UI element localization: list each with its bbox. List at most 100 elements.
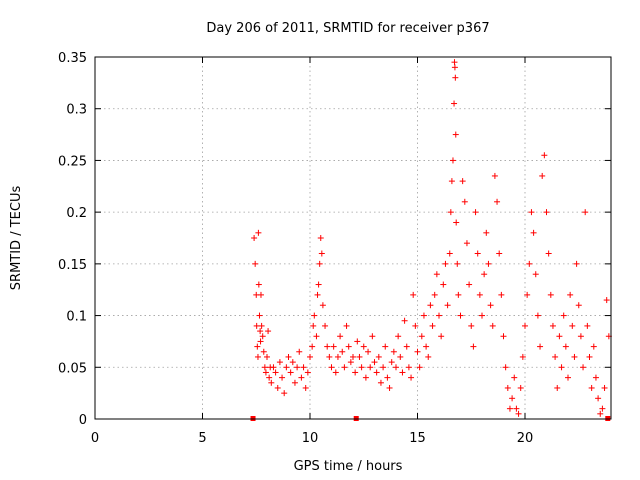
- data-point: [371, 359, 378, 366]
- data-point: [496, 250, 503, 257]
- data-point: [255, 281, 262, 288]
- data-point: [380, 364, 387, 371]
- data-point: [296, 348, 303, 355]
- data-point: [418, 333, 425, 340]
- data-point: [356, 353, 363, 360]
- data-point: [343, 322, 350, 329]
- data-point: [252, 260, 259, 267]
- data-point: [603, 297, 610, 304]
- data-points: [251, 59, 612, 417]
- data-point: [317, 235, 324, 241]
- data-point: [524, 291, 531, 298]
- data-point: [373, 369, 380, 376]
- data-point: [259, 333, 266, 340]
- data-point: [377, 379, 384, 386]
- data-point: [547, 291, 554, 298]
- data-point: [573, 260, 580, 267]
- data-point: [257, 338, 264, 345]
- data-point: [470, 343, 477, 350]
- data-point: [571, 353, 578, 360]
- data-point: [543, 209, 550, 216]
- y-axis-label: SRMTID / TECUs: [9, 186, 24, 291]
- data-point: [262, 369, 269, 376]
- data-point: [326, 353, 333, 360]
- y-tick-label: 0.05: [58, 361, 87, 376]
- data-point: [565, 374, 571, 381]
- data-point: [257, 328, 264, 335]
- data-point: [567, 291, 574, 298]
- data-point: [388, 359, 395, 366]
- data-point: [479, 312, 485, 319]
- data-point: [258, 322, 265, 329]
- data-point: [558, 364, 565, 371]
- data-point: [454, 260, 461, 267]
- data-point: [459, 178, 466, 185]
- data-point: [322, 322, 329, 329]
- data-point: [412, 322, 419, 329]
- data-point: [522, 322, 528, 329]
- x-axis-label: GPS time / hours: [294, 459, 403, 474]
- data-point: [530, 229, 537, 236]
- data-point: [448, 178, 455, 185]
- data-point: [599, 405, 606, 412]
- data-point: [534, 312, 541, 319]
- x-tick-label: 10: [302, 431, 319, 446]
- data-point: [304, 369, 311, 376]
- plot-frame: [94, 56, 612, 420]
- data-point: [595, 395, 602, 402]
- data-point: [274, 384, 281, 391]
- data-point: [272, 369, 279, 376]
- data-point: [332, 369, 339, 376]
- data-point: [487, 302, 494, 309]
- data-point: [382, 343, 389, 350]
- data-point: [261, 364, 268, 371]
- data-point: [517, 384, 524, 391]
- data-point: [447, 209, 454, 216]
- data-point: [511, 374, 518, 381]
- data-point: [283, 364, 290, 371]
- y-tick-label: 0.15: [58, 258, 87, 273]
- data-point: [461, 198, 468, 205]
- data-point: [451, 64, 458, 71]
- data-point: [324, 343, 331, 350]
- data-point: [483, 229, 490, 236]
- data-point: [347, 359, 354, 366]
- data-point: [537, 343, 544, 350]
- data-point: [532, 271, 539, 278]
- data-point: [476, 291, 483, 298]
- data-point: [319, 302, 326, 309]
- data-point: [457, 312, 464, 319]
- data-point: [504, 384, 511, 391]
- data-point: [281, 390, 288, 397]
- data-point: [494, 198, 501, 205]
- data-point: [590, 343, 597, 350]
- data-point: [541, 152, 548, 159]
- data-point: [416, 364, 423, 371]
- data-point: [266, 374, 273, 381]
- data-point: [309, 343, 316, 350]
- data-point: [256, 312, 263, 319]
- data-point: [592, 374, 599, 381]
- data-point: [582, 209, 589, 216]
- data-point: [554, 384, 561, 391]
- data-point: [399, 369, 406, 376]
- data-point: [410, 291, 417, 298]
- data-point: [420, 312, 427, 319]
- data-point: [405, 364, 412, 371]
- y-tick-label: 0.25: [58, 154, 87, 169]
- data-point: [403, 343, 410, 350]
- data-point: [254, 343, 261, 350]
- x-tick-label: 5: [198, 431, 206, 446]
- data-point: [390, 348, 397, 355]
- data-point: [408, 374, 415, 381]
- data-point: [386, 384, 393, 391]
- data-point: [586, 353, 593, 360]
- data-point: [352, 369, 359, 376]
- data-point: [393, 364, 399, 371]
- data-point: [429, 322, 436, 329]
- y-tick-label: 0.2: [66, 206, 87, 221]
- data-point: [300, 364, 307, 371]
- data-point: [577, 333, 584, 340]
- data-point: [365, 348, 372, 355]
